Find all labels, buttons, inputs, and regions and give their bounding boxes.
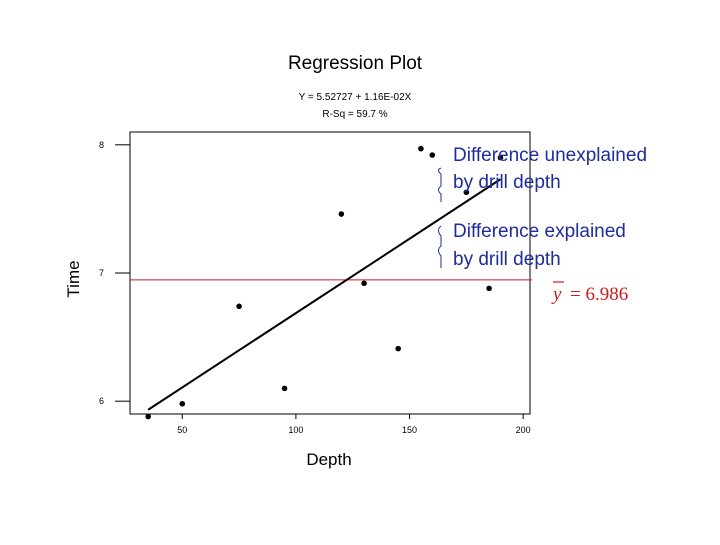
explained-label-line2: by drill depth: [453, 249, 561, 270]
explained-label-line1: Difference explained: [453, 221, 626, 242]
y-tick-label: 7: [99, 268, 104, 278]
data-point: [145, 413, 151, 420]
y-tick-label: 8: [99, 140, 104, 150]
x-tick-label: 50: [177, 425, 187, 435]
data-point: [361, 280, 367, 287]
x-tick-label: 100: [288, 425, 303, 435]
data-point: [429, 152, 436, 158]
data-point: [395, 345, 401, 352]
explained-bracket: [438, 225, 442, 268]
plot-area: 50 100 150 200 6 7 8: [99, 131, 532, 435]
x-tick-label: 150: [402, 425, 417, 435]
unexplained-label-line1: Difference unexplained: [453, 145, 647, 166]
x-axis-label: Depth: [306, 450, 351, 469]
data-point: [281, 385, 288, 392]
unexplained-label-line2: by drill depth: [453, 172, 561, 193]
ybar-value: = 6.986: [570, 284, 628, 305]
y-tick-label: 6: [99, 396, 104, 406]
y-axis-label: Time: [64, 260, 83, 297]
data-point: [486, 285, 492, 292]
data-point: [236, 303, 242, 310]
ybar-symbol: y: [551, 284, 562, 305]
regression-line: [147, 178, 502, 411]
data-point: [338, 211, 345, 217]
regression-equation: Y = 5.52727 + 1.16E-02X: [299, 92, 412, 103]
chart-title: Regression Plot: [288, 53, 423, 74]
data-point: [463, 189, 470, 196]
data-point: [179, 400, 186, 407]
data-point: [418, 145, 424, 152]
data-point: [497, 154, 504, 161]
r-squared-label: R-Sq = 59.7 %: [322, 109, 387, 120]
x-tick-label: 200: [516, 425, 531, 435]
unexplained-bracket: [438, 167, 442, 202]
